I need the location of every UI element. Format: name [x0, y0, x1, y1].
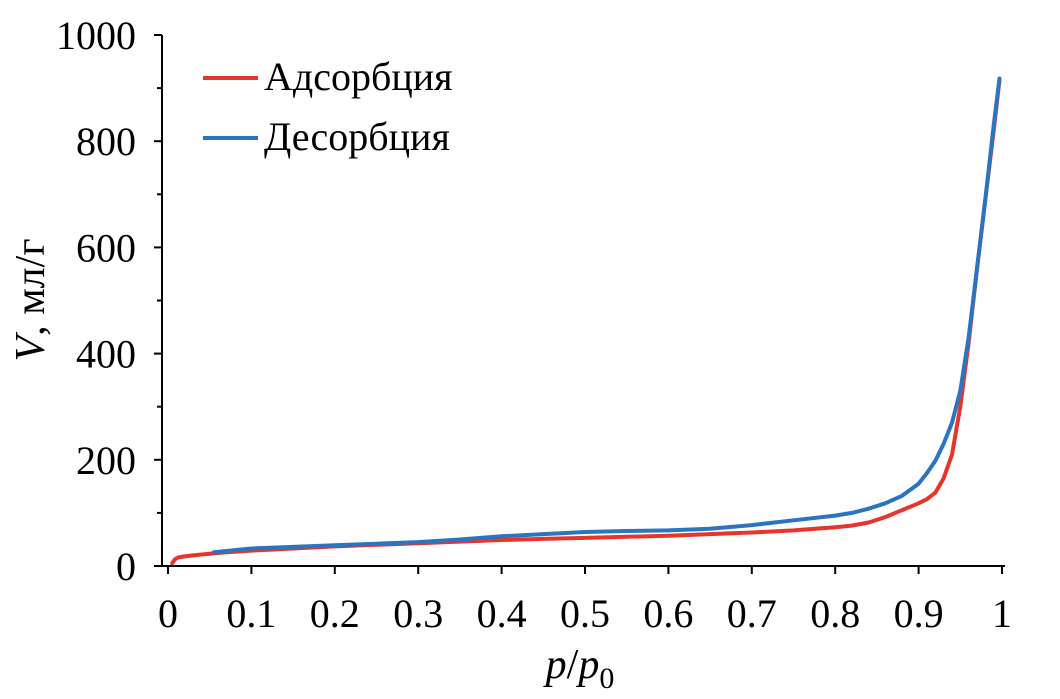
y-axis-title-var: V — [8, 332, 54, 362]
x-tick-label: 0.8 — [810, 591, 860, 636]
y-tick-label: 1000 — [56, 13, 136, 58]
x-tick-label: 0.1 — [226, 591, 276, 636]
y-tick-label: 0 — [116, 544, 136, 589]
ticks: 0 0.1 0.2 0.3 0.4 0.5 0.6 0.7 0.8 0.9 1 0 200 400 600 8… — [56, 13, 1012, 636]
x-axis-title-subscript: 0 — [599, 662, 614, 695]
y-tick-label: 800 — [76, 119, 136, 164]
x-tick-label: 0 — [158, 591, 178, 636]
x-tick-label: 0.5 — [560, 591, 610, 636]
x-tick-label: 1 — [992, 591, 1012, 636]
x-tick-label: 0.4 — [477, 591, 527, 636]
y-tick-label: 600 — [76, 225, 136, 270]
y-axis-title-unit: , мл/г — [8, 238, 54, 335]
y-tick-label: 200 — [76, 438, 136, 483]
x-tick-label: 0.6 — [643, 591, 693, 636]
y-axis-title: V, мл/г — [8, 238, 54, 361]
x-axis-title: p/p0 — [543, 642, 615, 695]
x-axis-title-slash: / — [567, 642, 579, 688]
x-tick-label: 0.3 — [393, 591, 443, 636]
x-axis-title-var2: p — [575, 642, 599, 688]
x-axis-title-var1: p — [543, 642, 567, 688]
series-group — [170, 76, 1002, 566]
legend-label: Адсорбция — [264, 54, 453, 99]
x-tick-label: 0.2 — [310, 591, 360, 636]
x-tick-label: 0.9 — [894, 591, 944, 636]
legend-label: Десорбция — [264, 114, 450, 159]
y-tick-label: 400 — [76, 332, 136, 377]
x-tick-label: 0.7 — [727, 591, 777, 636]
series-line-desorption — [211, 76, 1002, 555]
legend: Адсорбция Десорбция — [203, 54, 453, 159]
